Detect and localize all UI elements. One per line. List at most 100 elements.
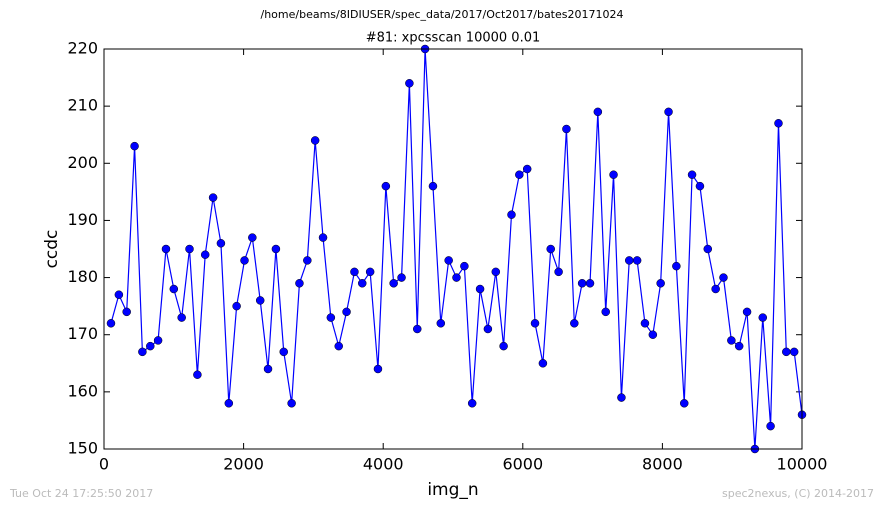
data-point: [295, 279, 304, 288]
data-point: [617, 393, 626, 402]
data-point: [538, 359, 548, 368]
data-point: [193, 370, 202, 379]
x-tick-label: 4000: [363, 455, 404, 474]
data-point: [381, 181, 391, 191]
y-tick-label: 160: [67, 381, 98, 400]
x-axis-label: img_n: [427, 480, 478, 500]
data-point: [640, 319, 650, 328]
data-point: [318, 233, 328, 242]
data-point: [405, 79, 414, 88]
data-point: [679, 399, 689, 408]
series-line: [110, 48, 803, 450]
y-tick-label: 200: [67, 153, 98, 172]
x-tick-label: 0: [99, 455, 109, 474]
data-point: [782, 347, 791, 357]
y-axis-label: ccdc: [42, 230, 62, 269]
data-point: [216, 239, 226, 248]
data-point: [130, 141, 139, 151]
data-point: [491, 267, 501, 277]
data-point: [122, 307, 131, 317]
data-point: [444, 256, 453, 265]
data-point: [248, 233, 257, 242]
data-point: [326, 313, 336, 322]
data-point: [570, 319, 579, 328]
data-point: [365, 267, 375, 277]
data-point: [200, 250, 210, 259]
data-point: [585, 279, 595, 288]
chart-title: #81: xpcsscan 10000 0.01: [366, 31, 541, 46]
data-point: [766, 421, 775, 431]
data-point: [467, 399, 477, 408]
data-point: [310, 136, 320, 145]
data-point: [601, 307, 610, 317]
data-point: [161, 244, 171, 254]
y-tick-label: 210: [67, 96, 98, 115]
data-point: [672, 261, 681, 271]
data-point: [774, 119, 783, 128]
data-point: [664, 107, 673, 117]
data-point: [734, 341, 744, 351]
data-point: [271, 244, 281, 254]
data-point: [719, 273, 728, 282]
y-tick-label: 170: [67, 324, 98, 343]
x-tick-label: 6000: [502, 455, 543, 474]
data-point: [789, 347, 799, 357]
data-point: [334, 341, 343, 351]
data-point: [279, 347, 288, 357]
data-point: [240, 256, 249, 265]
data-point: [263, 364, 273, 374]
data-point: [562, 124, 571, 134]
y-tick-label: 220: [67, 39, 98, 58]
footer-right: spec2nexus, (C) 2014-2017: [722, 487, 874, 500]
data-point: [452, 273, 461, 282]
data-point: [114, 290, 124, 299]
data-point: [515, 170, 524, 179]
data-point: [507, 210, 516, 219]
data-point: [656, 279, 665, 288]
data-point: [428, 181, 438, 191]
data-point: [153, 336, 163, 345]
y-tick-label: 180: [67, 267, 98, 286]
data-point: [208, 193, 218, 202]
data-point: [342, 307, 351, 317]
data-point: [711, 284, 720, 294]
data-point: [546, 244, 555, 254]
data-point: [758, 313, 768, 322]
data-point: [460, 261, 469, 271]
data-point: [577, 279, 587, 288]
footer-left: Tue Oct 24 17:25:50 2017: [9, 487, 153, 500]
data-point: [303, 256, 312, 265]
data-point: [483, 324, 493, 334]
data-point: [609, 170, 618, 179]
data-point: [138, 347, 147, 357]
x-tick-label: 8000: [642, 455, 683, 474]
data-point: [255, 296, 265, 305]
data-point: [232, 301, 241, 311]
data-point: [413, 324, 422, 334]
data-point: [287, 399, 296, 408]
data-point: [522, 164, 532, 174]
data-point: [389, 279, 398, 288]
y-tick-label: 190: [67, 210, 98, 229]
data-point: [436, 319, 446, 328]
x-tick-label: 10000: [777, 455, 828, 474]
y-tick-label: 150: [67, 439, 98, 458]
data-point: [350, 267, 359, 277]
data-point: [177, 313, 186, 322]
data-point: [397, 273, 406, 282]
suptitle: /home/beams/8IDIUSER/spec_data/2017/Oct2…: [261, 8, 624, 21]
data-point: [703, 244, 713, 254]
data-point: [593, 107, 603, 117]
data-point: [169, 284, 179, 294]
data-point: [530, 319, 540, 328]
data-point: [727, 336, 736, 345]
data-point: [373, 364, 383, 374]
data-point: [499, 341, 508, 351]
plot-frame: [103, 48, 803, 450]
data-point: [695, 181, 705, 191]
data-point: [648, 330, 658, 339]
data-point: [742, 307, 752, 317]
data-point: [358, 279, 367, 288]
data-point: [146, 341, 155, 351]
